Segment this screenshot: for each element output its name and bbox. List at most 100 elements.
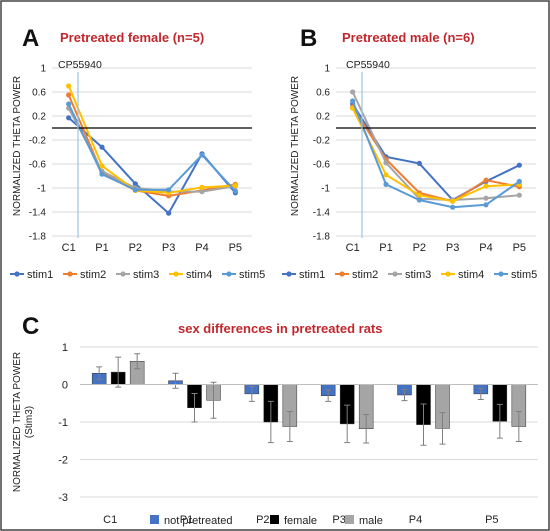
y-tick-label: -0.2	[313, 136, 331, 147]
y-tick-label: 0.2	[316, 112, 330, 123]
legend-marker	[120, 271, 126, 277]
legend-label: stim1	[27, 269, 53, 281]
legend-marker	[445, 271, 451, 277]
data-point-stim4	[232, 183, 238, 189]
y-tick-label: 0.6	[316, 88, 330, 99]
legend-marker	[392, 271, 398, 277]
x-tick-label: P3	[162, 242, 175, 254]
x-tick-label: P4	[409, 514, 422, 526]
panel-c-marks	[91, 353, 527, 446]
x-tick-label: P1	[180, 514, 193, 526]
y-tick-label: 1	[62, 342, 68, 354]
legend-label: female	[284, 515, 317, 527]
data-point-stim4	[416, 192, 422, 198]
y-tick-label: 0.2	[32, 112, 46, 123]
panel-b-chart: B Pretreated male (n=6) 1 0.6 0.2 -0.2 -0.6 -…	[282, 25, 537, 281]
panel-b-axes: 1 0.6 0.2 -0.2 -0.6 -1 -1.4 -1.8 C1 P1 P2 P3 P4 P5	[313, 64, 536, 254]
legend-label: stim3	[405, 269, 431, 281]
legend-swatch	[270, 515, 279, 524]
x-tick-label: P3	[332, 514, 345, 526]
data-point-stim5	[350, 98, 356, 104]
panel-c-ylabel: NORMALIZED THETA POWER	[12, 352, 23, 492]
data-point-stim4	[66, 83, 72, 89]
legend-label: male	[359, 515, 383, 527]
legend-label: stim1	[299, 269, 325, 281]
data-point-stim1	[516, 162, 522, 168]
legend-marker	[226, 271, 232, 277]
data-point-stim5	[99, 171, 105, 177]
panel-b-marks	[350, 89, 522, 210]
x-tick-label: P1	[95, 242, 108, 254]
y-tick-label: -1.4	[29, 208, 47, 219]
data-point-stim2	[483, 177, 489, 183]
x-tick-label: P2	[413, 242, 426, 254]
y-tick-label: 1	[324, 64, 330, 75]
panel-b-title: Pretreated male (n=6)	[342, 30, 475, 45]
panel-b-grid	[336, 67, 536, 237]
data-point-stim4	[199, 184, 205, 190]
panel-a-letter: A	[22, 25, 39, 52]
panel-c-title: sex differences in pretreated rats	[178, 321, 382, 336]
legend-marker	[173, 271, 179, 277]
legend-marker	[67, 271, 73, 277]
data-point-stim4	[450, 198, 456, 204]
data-point-stim3	[383, 160, 389, 166]
panel-b-ylabel: NORMALIZED THETA POWER	[290, 76, 301, 216]
y-tick-label: 1	[40, 64, 46, 75]
data-point-stim5	[383, 181, 389, 187]
panel-a-title: Pretreated female (n=5)	[60, 30, 204, 45]
data-point-stim3	[516, 192, 522, 198]
panel-b-legend: stim1 stim2 stim3 stim4 stim5	[282, 269, 537, 281]
data-point-stim3	[199, 189, 205, 195]
panel-b-annotation: CP55940	[346, 59, 390, 71]
x-tick-label: P4	[479, 242, 492, 254]
legend-marker	[339, 271, 345, 277]
panel-a-axes: 1 0.6 0.2 -0.2 -0.6 -1 -1.4 -1.8 C1 P1 P2 P3 P4 P5	[29, 64, 252, 254]
data-point-stim5	[416, 197, 422, 203]
y-tick-label: 0.6	[32, 88, 46, 99]
x-tick-label: P1	[379, 242, 392, 254]
y-tick-label: -0.6	[313, 160, 331, 171]
data-point-stim1	[166, 210, 172, 216]
y-tick-label: -0.6	[29, 160, 47, 171]
panel-c-chart: C sex differences in pretreated rats 1 0 -…	[12, 313, 538, 527]
legend-swatch	[150, 515, 159, 524]
x-tick-label: P4	[195, 242, 208, 254]
y-tick-label: -1	[58, 417, 68, 429]
data-point-stim1	[66, 115, 72, 121]
legend-label: stim5	[511, 269, 537, 281]
panel-a-ylabel: NORMALIZED THETA POWER	[12, 76, 23, 216]
data-point-stim3	[483, 195, 489, 201]
x-tick-label: C1	[103, 514, 117, 526]
panel-a-chart: A Pretreated female (n=5) 1 0.6 0.2 -0.2 -0.…	[10, 25, 265, 281]
legend-marker	[498, 271, 504, 277]
data-point-stim1	[99, 144, 105, 150]
data-point-stim5	[232, 188, 238, 194]
legend-label: stim4	[458, 269, 484, 281]
series-line-stim5	[67, 103, 237, 192]
panel-c-legend: not pretreated female male	[150, 515, 383, 527]
series-line-stim4	[67, 85, 236, 194]
series-line-stim1	[351, 103, 520, 202]
x-tick-label: C1	[346, 242, 360, 254]
x-tick-label: P3	[446, 242, 459, 254]
y-tick-label: -1	[37, 184, 46, 195]
y-tick-label: -1	[321, 184, 330, 195]
panel-c-ylabel-stim: (Stim3)	[24, 406, 35, 438]
data-point-stim5	[516, 178, 522, 184]
data-point-stim1	[416, 160, 422, 166]
legend-label: stim2	[80, 269, 106, 281]
data-point-stim4	[483, 183, 489, 189]
x-tick-label: P2	[129, 242, 142, 254]
y-tick-label: -3	[58, 492, 68, 504]
series-line-stim5	[351, 100, 520, 209]
y-tick-label: -1.8	[313, 232, 331, 243]
y-tick-label: 0	[62, 380, 68, 392]
legend-marker	[286, 271, 292, 277]
data-point-stim5	[166, 187, 172, 193]
y-tick-label: -2	[58, 455, 68, 467]
data-point-stim5	[450, 204, 456, 210]
data-point-stim3	[350, 89, 356, 95]
